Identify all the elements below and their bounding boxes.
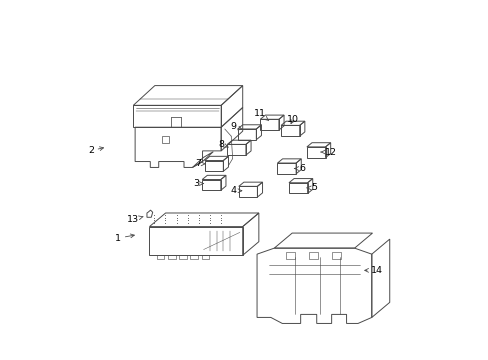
Text: 2: 2 xyxy=(88,146,103,155)
Bar xyxy=(157,255,164,259)
Bar xyxy=(179,255,186,259)
Text: 11: 11 xyxy=(253,109,268,121)
Text: 12: 12 xyxy=(320,148,337,157)
Bar xyxy=(331,252,340,260)
Text: 7: 7 xyxy=(195,159,205,168)
Text: 4: 4 xyxy=(230,186,241,195)
Text: 10: 10 xyxy=(286,115,298,124)
Text: 3: 3 xyxy=(193,179,203,188)
Bar xyxy=(285,252,294,260)
Bar xyxy=(308,252,317,260)
Bar xyxy=(190,255,198,259)
Text: 1: 1 xyxy=(115,234,134,243)
Text: 13: 13 xyxy=(126,215,142,224)
Text: 14: 14 xyxy=(364,266,383,275)
Bar xyxy=(162,136,168,143)
Bar xyxy=(168,255,175,259)
Text: 8: 8 xyxy=(218,140,228,149)
Bar xyxy=(201,255,209,259)
Text: 9: 9 xyxy=(230,122,242,131)
Text: 6: 6 xyxy=(294,164,304,173)
Text: 5: 5 xyxy=(306,183,317,192)
